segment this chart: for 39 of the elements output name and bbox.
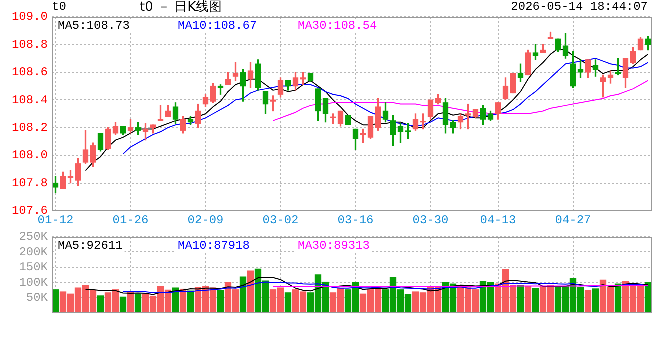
bar xyxy=(524,286,532,313)
y-tick-label: 109.0 xyxy=(12,10,48,24)
text: MA30:89313 xyxy=(298,239,370,254)
x-tick-label: 04-13 xyxy=(480,213,516,228)
y-tick-label: 250K xyxy=(19,230,49,244)
bar xyxy=(134,294,142,313)
y-tick-label: 108.8 xyxy=(12,38,48,52)
x-tick-label: 03-30 xyxy=(412,213,449,228)
bar xyxy=(584,290,592,313)
y-tick-label: 108.6 xyxy=(12,66,48,80)
x-tick-label: 01-26 xyxy=(112,213,149,228)
y-tick-label: 50K xyxy=(26,290,49,305)
y-tick-label: 108.2 xyxy=(12,121,48,136)
y-tick-label: 107.8 xyxy=(12,176,48,190)
x-tick-label: 03-16 xyxy=(338,213,374,228)
y-tick-label: 108.4 xyxy=(12,93,48,108)
text: MA5:108.73 xyxy=(58,19,130,34)
text: MA10:108.67 xyxy=(178,19,258,34)
text: MA10:87918 xyxy=(178,239,250,254)
bar xyxy=(247,270,254,313)
bar xyxy=(120,296,127,313)
bar xyxy=(532,288,540,313)
x-tick-label: 03-02 xyxy=(262,213,299,228)
chart-title: t0 － 日K线图 xyxy=(140,0,222,15)
bar xyxy=(217,290,224,313)
y-tick-label: 100K xyxy=(19,276,49,290)
bar xyxy=(284,292,292,313)
text: 2026-05-14 18:44:07 xyxy=(511,0,648,14)
y-tick-label: 200K xyxy=(19,245,49,260)
y-axis-title: t0 xyxy=(52,0,66,14)
bar xyxy=(517,285,524,313)
y-tick-label: 150K xyxy=(19,260,49,275)
bar xyxy=(97,296,104,313)
x-tick-label: 02-09 xyxy=(188,213,224,228)
text: MA30:108.54 xyxy=(298,19,378,34)
text: MA5:92611 xyxy=(58,239,123,254)
y-tick-label: 108.0 xyxy=(12,148,48,163)
x-tick-label: 04-27 xyxy=(555,213,592,228)
bar xyxy=(592,288,600,313)
